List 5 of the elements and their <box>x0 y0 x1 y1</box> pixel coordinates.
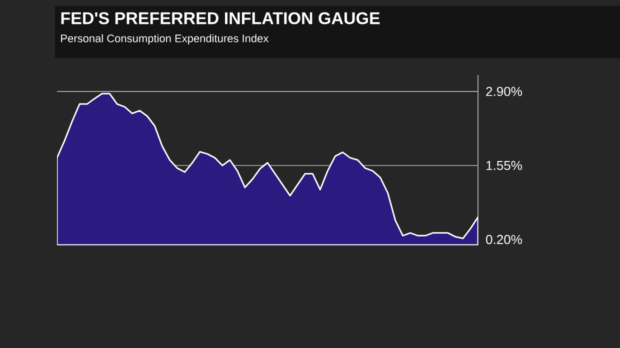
y-tick-label: 1.55% <box>486 160 522 170</box>
chart-subtitle: Personal Consumption Expenditures Index <box>61 34 269 44</box>
y-tick-label: 0.20% <box>486 234 522 244</box>
chart-title: FED'S PREFERRED INFLATION GAUGE <box>61 12 380 24</box>
y-tick-label: 2.90% <box>486 86 522 96</box>
